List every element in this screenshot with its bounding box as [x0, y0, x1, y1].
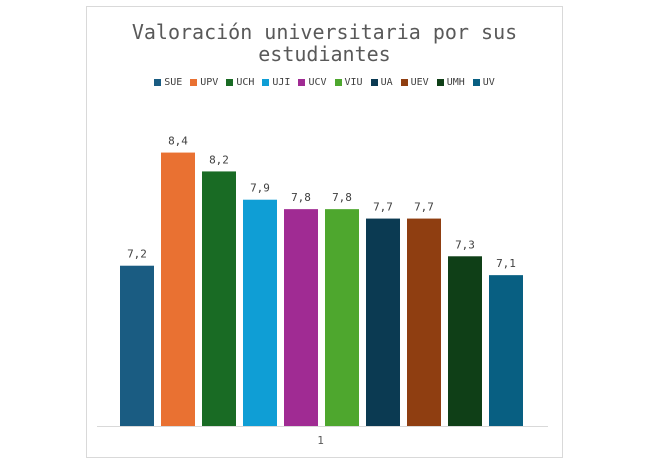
- legend-label: UEV: [410, 77, 429, 88]
- legend-label: UV: [482, 77, 495, 88]
- legend-label: UMH: [446, 77, 465, 88]
- data-label-uch: 8,2: [209, 153, 229, 166]
- legend-item-uch: UCH: [226, 77, 254, 88]
- legend-swatch: [334, 79, 342, 86]
- bar-uch: [202, 171, 236, 426]
- legend-item-umh: UMH: [436, 77, 465, 88]
- bar-uv: [489, 275, 523, 426]
- legend-item-sue: SUE: [154, 77, 182, 88]
- legend-swatch: [190, 79, 198, 86]
- legend-swatch: [370, 79, 378, 86]
- legend-item-upv: UPV: [190, 77, 218, 88]
- x-tick-label: 1: [317, 434, 324, 447]
- legend-label: UPV: [200, 77, 219, 88]
- chart-title: Valoración universitaria por sus estudia…: [131, 20, 518, 66]
- legend-swatch: [226, 79, 234, 86]
- data-label-viu: 7,8: [332, 191, 352, 204]
- bar-ucv: [284, 209, 318, 426]
- data-label-ucv: 7,8: [291, 191, 311, 204]
- bar-sue: [120, 265, 154, 426]
- data-label-uev: 7,7: [414, 201, 434, 214]
- legend-label: UJI: [272, 77, 291, 88]
- bar-viu: [325, 209, 359, 426]
- bar-upv: [161, 152, 195, 427]
- data-label-uv: 7,1: [496, 257, 516, 270]
- bar-ua: [366, 218, 400, 426]
- data-label-umh: 7,3: [455, 238, 475, 251]
- legend-item-uji: UJI: [262, 77, 290, 88]
- bar-umh: [448, 256, 482, 426]
- legend-label: SUE: [164, 77, 183, 88]
- legend-label: VIU: [344, 77, 363, 88]
- data-label-uji: 7,9: [250, 182, 270, 195]
- data-label-ua: 7,7: [373, 201, 393, 214]
- legend-swatch: [400, 79, 408, 86]
- bar-uji: [243, 199, 277, 426]
- legend-swatch: [472, 79, 480, 86]
- bar-uev: [407, 218, 441, 426]
- legend-swatch: [298, 79, 306, 86]
- legend-swatch: [436, 79, 444, 86]
- chart-legend: SUE UPV UCH UJI UCV VIU UA UEV UMH UV: [87, 77, 562, 88]
- legend-item-ucv: UCV: [298, 77, 327, 88]
- legend-label: UCH: [236, 77, 255, 88]
- legend-label: UA: [380, 77, 393, 88]
- legend-item-uv: UV: [472, 77, 495, 88]
- legend-item-viu: VIU: [334, 77, 363, 88]
- legend-item-uev: UEV: [400, 77, 429, 88]
- data-label-sue: 7,2: [127, 248, 147, 261]
- legend-item-ua: UA: [370, 77, 393, 88]
- legend-swatch: [262, 79, 270, 86]
- legend-label: UCV: [308, 77, 327, 88]
- legend-swatch: [154, 79, 162, 86]
- data-label-upv: 8,4: [168, 135, 188, 148]
